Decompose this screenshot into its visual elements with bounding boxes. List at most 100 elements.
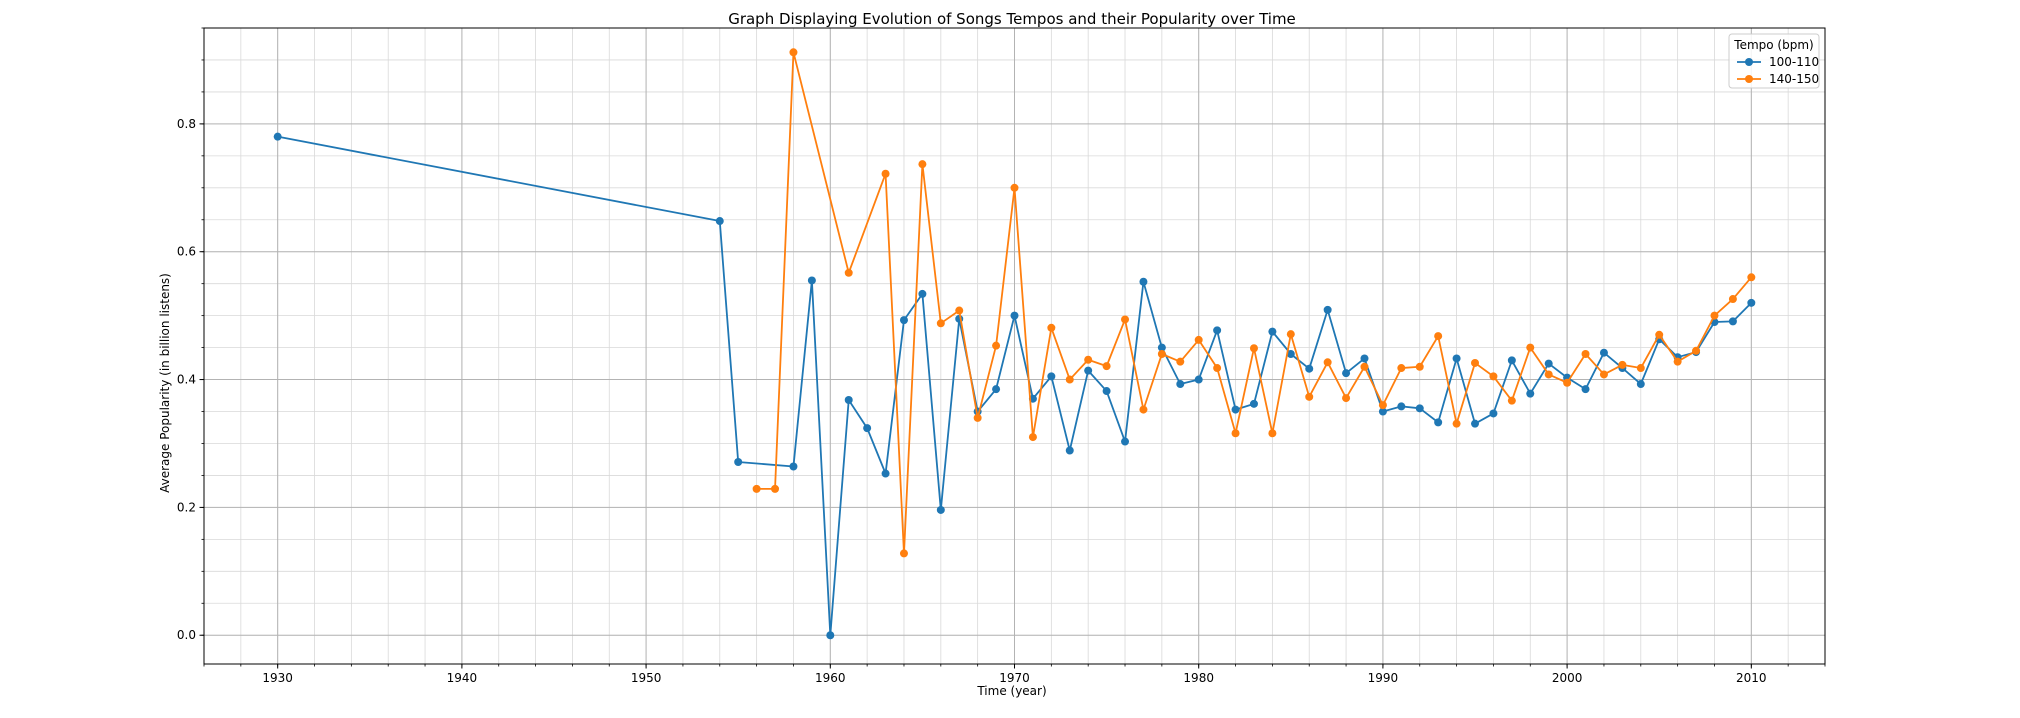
x-tick-label: 1980 xyxy=(1183,671,1214,685)
data-point xyxy=(789,462,798,471)
y-tick-label: 0.4 xyxy=(177,373,196,387)
legend-entry-label: 140-150 xyxy=(1769,72,1819,86)
data-point xyxy=(1489,372,1498,381)
data-point xyxy=(844,396,853,405)
plot-frame xyxy=(203,27,1826,665)
data-point xyxy=(1526,343,1535,352)
data-point xyxy=(973,413,982,422)
chart-title: Graph Displaying Evolution of Songs Temp… xyxy=(728,10,1296,28)
data-point xyxy=(1010,183,1019,192)
data-point xyxy=(1471,419,1480,428)
data-point xyxy=(1102,387,1111,396)
data-point xyxy=(1305,364,1314,373)
data-point xyxy=(1655,330,1664,339)
data-point xyxy=(918,160,927,169)
data-point xyxy=(863,424,872,433)
data-point xyxy=(881,169,890,178)
data-point xyxy=(771,484,780,493)
data-point xyxy=(1397,402,1406,411)
data-point xyxy=(918,289,927,298)
data-point xyxy=(1176,380,1185,389)
data-point xyxy=(1415,362,1424,371)
data-point xyxy=(1415,404,1424,413)
data-point xyxy=(715,217,724,226)
data-point xyxy=(992,341,1001,350)
x-tick-label: 1960 xyxy=(815,671,846,685)
data-point xyxy=(1010,311,1019,320)
data-point xyxy=(1268,429,1277,438)
data-point xyxy=(1747,273,1756,282)
data-point xyxy=(936,319,945,328)
data-point xyxy=(1452,354,1461,363)
legend-swatch-marker xyxy=(1745,58,1753,66)
x-tick-label: 1950 xyxy=(631,671,662,685)
y-tick-label: 0.6 xyxy=(177,245,196,259)
data-point xyxy=(1507,356,1516,365)
data-point xyxy=(1194,335,1203,344)
data-point xyxy=(1065,375,1074,384)
data-point xyxy=(881,469,890,478)
grid xyxy=(203,27,1826,664)
x-tick-label: 1930 xyxy=(262,671,293,685)
data-point xyxy=(1636,380,1645,389)
data-point xyxy=(1692,346,1701,355)
series-line xyxy=(756,51,1753,555)
data-point xyxy=(1323,305,1332,314)
data-point xyxy=(1231,405,1240,414)
data-point xyxy=(1434,332,1443,341)
data-point xyxy=(1581,385,1590,394)
y-tick-label: 0.8 xyxy=(177,117,196,131)
data-point xyxy=(1452,419,1461,428)
data-point xyxy=(899,316,908,325)
data-point xyxy=(734,458,743,467)
y-axis-label: Average Popularity (in billion listens) xyxy=(158,273,172,493)
data-point xyxy=(807,276,816,285)
data-point xyxy=(1157,349,1166,358)
data-point xyxy=(1507,396,1516,405)
data-point xyxy=(1563,378,1572,387)
data-point xyxy=(1471,358,1480,367)
data-point xyxy=(1102,362,1111,371)
data-point xyxy=(1360,362,1369,371)
data-point xyxy=(1065,446,1074,455)
data-point xyxy=(1231,429,1240,438)
x-tick-label: 1990 xyxy=(1368,671,1399,685)
data-point xyxy=(789,48,798,57)
data-point xyxy=(1286,349,1295,358)
data-point xyxy=(1378,401,1387,410)
data-point xyxy=(1121,437,1130,446)
data-point xyxy=(1028,433,1037,442)
data-point xyxy=(1397,364,1406,373)
y-tick-label: 0.0 xyxy=(177,628,196,642)
legend-box xyxy=(1728,33,1820,89)
data-point xyxy=(1084,355,1093,364)
data-point xyxy=(1286,330,1295,339)
data-point xyxy=(1139,277,1148,286)
x-tick-label: 1970 xyxy=(999,671,1030,685)
data-point xyxy=(1747,298,1756,307)
data-point xyxy=(1084,366,1093,375)
data-point xyxy=(1489,409,1498,418)
data-point xyxy=(1121,315,1130,324)
data-point xyxy=(1194,375,1203,384)
data-point xyxy=(1213,326,1222,335)
data-point xyxy=(1305,392,1314,401)
series-140-150 xyxy=(752,48,1756,558)
data-point xyxy=(1342,369,1351,378)
data-point xyxy=(1728,295,1737,304)
legend-title: Tempo (bpm) xyxy=(1733,38,1813,52)
data-point xyxy=(899,549,908,558)
series xyxy=(273,48,1756,640)
data-point xyxy=(1618,360,1627,369)
data-point xyxy=(1249,399,1258,408)
data-point xyxy=(1323,358,1332,367)
data-point xyxy=(992,385,1001,394)
data-point xyxy=(1636,364,1645,373)
series-100-110 xyxy=(273,132,1756,640)
axes: 1930 1940 1950 1960 1970 1980 1990 2000 2010 0.0 0… xyxy=(177,27,1826,685)
data-point xyxy=(1728,317,1737,326)
data-point xyxy=(1599,348,1608,357)
x-tick-label: 2010 xyxy=(1736,671,1767,685)
legend: Tempo (bpm) 100-110 140-150 xyxy=(1728,33,1820,89)
data-point xyxy=(752,484,761,493)
